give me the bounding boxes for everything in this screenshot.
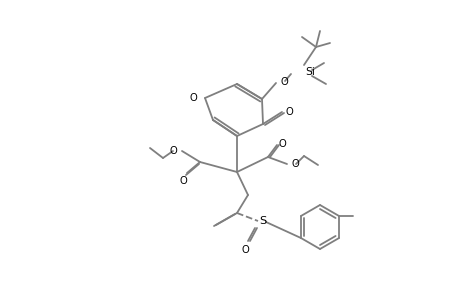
Text: O: O [169,146,177,156]
Text: O: O [189,93,196,103]
Text: O: O [291,159,299,169]
Text: O: O [280,77,288,87]
Text: O: O [179,176,186,186]
Text: S: S [259,216,266,226]
Text: O: O [285,107,292,117]
Text: O: O [241,245,248,255]
Text: Si: Si [304,67,314,77]
Text: O: O [278,139,285,149]
